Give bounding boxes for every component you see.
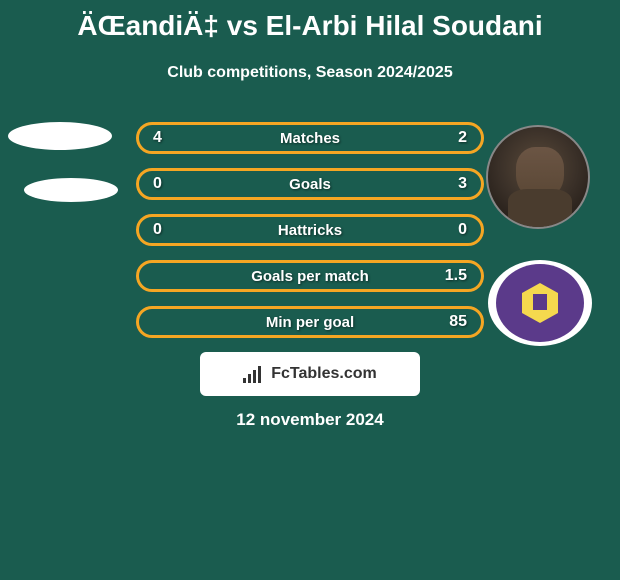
source-logo: FcTables.com [200, 352, 420, 396]
stat-row-hattricks: 0 Hattricks 0 [136, 214, 484, 246]
stat-label: Min per goal [266, 314, 354, 331]
club-badge [488, 260, 592, 346]
chart-icon [243, 365, 265, 383]
stat-label: Goals [289, 176, 331, 193]
date-label: 12 november 2024 [236, 410, 383, 430]
stat-left-value: 0 [153, 175, 162, 193]
player1-placeholder-2 [24, 178, 118, 202]
stat-right-value: 3 [458, 175, 467, 193]
stat-row-goals: 0 Goals 3 [136, 168, 484, 200]
stat-right-value: 0 [458, 221, 467, 239]
stat-right-value: 1.5 [445, 267, 467, 285]
stat-right-value: 2 [458, 129, 467, 147]
source-name: FcTables.com [271, 365, 377, 383]
player2-photo [486, 125, 590, 229]
season-subtitle: Club competitions, Season 2024/2025 [0, 64, 620, 82]
stat-label: Matches [280, 130, 340, 147]
stat-row-goals-per-match: Goals per match 1.5 [136, 260, 484, 292]
stat-label: Goals per match [251, 268, 369, 285]
stat-left-value: 4 [153, 129, 162, 147]
stat-label: Hattricks [278, 222, 342, 239]
badge-castle-icon [533, 294, 547, 310]
stat-left-value: 0 [153, 221, 162, 239]
comparison-title: ÄŒandiÄ‡ vs El-Arbi Hilal Soudani [0, 0, 620, 42]
stat-row-min-per-goal: Min per goal 85 [136, 306, 484, 338]
stat-row-matches: 4 Matches 2 [136, 122, 484, 154]
club-badge-inner [496, 264, 584, 342]
badge-shield-icon [522, 283, 558, 323]
stat-right-value: 85 [449, 313, 467, 331]
stats-list: 4 Matches 2 0 Goals 3 0 Hattricks 0 Goal… [136, 122, 484, 352]
player1-placeholder-1 [8, 122, 112, 150]
